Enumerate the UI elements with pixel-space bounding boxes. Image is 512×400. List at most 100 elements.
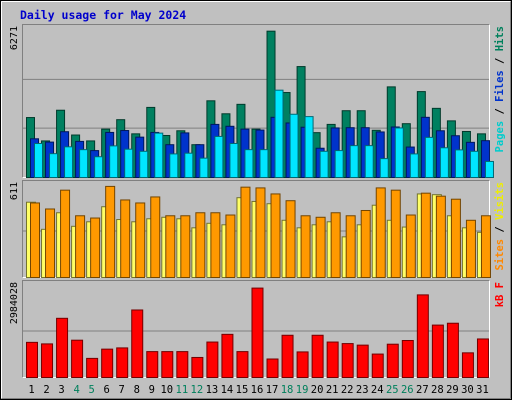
bar-pages-day-3 bbox=[64, 146, 74, 179]
bar-pages-day-11 bbox=[184, 152, 194, 179]
bar-pages-day-12 bbox=[199, 157, 209, 179]
bar-pages-day-21 bbox=[334, 150, 344, 178]
bar-kb-f-day-30 bbox=[461, 352, 474, 379]
bar-kb-f-day-27 bbox=[416, 294, 429, 379]
bar-kb-f-day-8 bbox=[131, 309, 144, 378]
panel-visits-legend--1: / bbox=[494, 220, 506, 239]
bar-sites-day-5 bbox=[90, 217, 101, 278]
x-tick-label-29: 29 bbox=[446, 384, 459, 396]
panel-hits-legend: Pages / Files / Hits bbox=[494, 26, 506, 152]
panel-kb-legend: kB F bbox=[494, 282, 506, 307]
bar-pages-day-14 bbox=[229, 143, 239, 178]
x-tick-label-28: 28 bbox=[431, 384, 444, 396]
bar-kb-f-day-11 bbox=[176, 351, 189, 378]
bar-pages-day-7 bbox=[124, 148, 134, 178]
panel-kb-legend-kBF-0: kB F bbox=[494, 282, 506, 307]
x-tick-label-14: 14 bbox=[221, 384, 234, 396]
bar-kb-f-day-23 bbox=[356, 344, 369, 379]
bar-kb-f-day-19 bbox=[296, 351, 309, 379]
x-tick-label-30: 30 bbox=[461, 384, 474, 396]
bar-kb-f-day-4 bbox=[71, 339, 84, 379]
bar-pages-day-4 bbox=[79, 149, 89, 178]
bar-sites-day-13 bbox=[210, 212, 221, 278]
bar-sites-day-3 bbox=[60, 189, 71, 278]
bar-pages-day-8 bbox=[139, 150, 149, 179]
x-tick-label-7: 7 bbox=[119, 384, 125, 396]
bar-kb-f-day-1 bbox=[26, 341, 38, 378]
bar-kb-f-day-21 bbox=[326, 341, 339, 378]
bar-pages-day-2 bbox=[49, 153, 59, 178]
bar-sites-day-8 bbox=[135, 202, 146, 278]
bar-sites-day-21 bbox=[330, 212, 341, 278]
x-tick-label-27: 27 bbox=[416, 384, 429, 396]
chart-title: Daily usage for May 2024 bbox=[20, 8, 186, 22]
panel-hits-legend--3: / bbox=[494, 51, 506, 70]
x-tick-label-5: 5 bbox=[88, 384, 94, 396]
panel-visits-legend-Sites-0: Sites bbox=[494, 239, 506, 271]
x-tick-label-22: 22 bbox=[341, 384, 354, 396]
panel-visits: 611 Sites / Visits bbox=[9, 180, 506, 279]
x-tick-label-21: 21 bbox=[326, 384, 339, 396]
x-tick-label-2: 2 bbox=[43, 384, 49, 396]
bar-sites-day-2 bbox=[45, 208, 56, 278]
bar-kb-f-day-6 bbox=[101, 348, 114, 378]
bar-kb-f-day-7 bbox=[116, 347, 129, 379]
panel-hits-legend-Files-2: Files bbox=[494, 70, 506, 102]
x-tick-label-25: 25 bbox=[386, 384, 399, 396]
bar-sites-day-29 bbox=[450, 198, 461, 279]
bar-kb-f-day-22 bbox=[341, 343, 354, 379]
bar-pages-day-9 bbox=[154, 132, 164, 178]
bar-sites-day-23 bbox=[360, 209, 371, 278]
bar-pages-day-5 bbox=[94, 156, 104, 179]
bar-sites-day-22 bbox=[345, 215, 356, 278]
bar-sites-day-15 bbox=[240, 186, 251, 278]
bar-pages-day-18 bbox=[289, 113, 299, 179]
x-tick-label-23: 23 bbox=[356, 384, 369, 396]
x-tick-label-3: 3 bbox=[58, 384, 64, 396]
bar-sites-day-17 bbox=[270, 193, 281, 279]
bar-kb-f-day-13 bbox=[206, 341, 219, 378]
bar-kb-f-day-29 bbox=[446, 322, 459, 378]
bar-sites-day-30 bbox=[465, 219, 476, 278]
chart-panels: 6271 Pages / Files / Hits 611 Sites / Visit… bbox=[9, 24, 506, 379]
bar-kb-f-day-15 bbox=[236, 351, 249, 378]
bar-sites-day-11 bbox=[180, 215, 191, 278]
bar-sites-day-27 bbox=[420, 192, 431, 278]
bar-pages-day-29 bbox=[454, 149, 464, 178]
bar-sites-day-6 bbox=[105, 185, 116, 279]
bar-kb-f-day-10 bbox=[161, 351, 174, 378]
bar-pages-day-6 bbox=[109, 145, 119, 179]
bar-kb-f-day-9 bbox=[146, 351, 159, 378]
bar-pages-day-27 bbox=[424, 136, 434, 179]
bar-kb-f-day-3 bbox=[56, 317, 69, 378]
panel-hits-legend-Pages-0: Pages bbox=[494, 121, 506, 153]
bar-sites-day-19 bbox=[300, 215, 311, 278]
bar-kb-f-day-14 bbox=[221, 333, 234, 378]
x-axis-labels: 1 2 3 4 5 6 7 8 9 10 11 12 13 14 15 16 17 18 19 20 21 22 23 24 2… bbox=[28, 384, 488, 396]
bar-sites-day-24 bbox=[375, 187, 386, 278]
bar-sites-day-1 bbox=[30, 202, 40, 278]
bar-sites-day-10 bbox=[165, 215, 176, 278]
x-tick-label-20: 20 bbox=[311, 384, 324, 396]
bar-kb-f-day-17 bbox=[266, 358, 279, 379]
bar-kb-f-day-24 bbox=[371, 353, 384, 378]
x-tick-label-13: 13 bbox=[206, 384, 219, 396]
x-tick-label-31: 31 bbox=[476, 384, 489, 396]
bar-kb-f-day-5 bbox=[86, 357, 99, 378]
bar-pages-day-25 bbox=[394, 127, 404, 179]
x-tick-label-12: 12 bbox=[191, 384, 204, 396]
bar-kb-f-day-31 bbox=[476, 338, 489, 378]
bar-sites-day-28 bbox=[435, 195, 446, 278]
bar-sites-day-25 bbox=[390, 189, 401, 278]
bar-sites-day-4 bbox=[75, 215, 86, 278]
bar-kb-f-day-16 bbox=[251, 287, 264, 378]
bar-pages-day-22 bbox=[349, 145, 359, 178]
bar-pages-day-28 bbox=[439, 147, 449, 179]
bar-pages-day-20 bbox=[319, 150, 329, 179]
x-tick-label-24: 24 bbox=[371, 384, 384, 396]
bar-pages-day-15 bbox=[244, 149, 254, 178]
bar-kb-f-day-20 bbox=[311, 334, 324, 378]
panel-visits-ymax-label: 611 bbox=[9, 182, 20, 200]
bar-pages-day-23 bbox=[364, 145, 374, 178]
bar-pages-day-13 bbox=[214, 135, 224, 179]
